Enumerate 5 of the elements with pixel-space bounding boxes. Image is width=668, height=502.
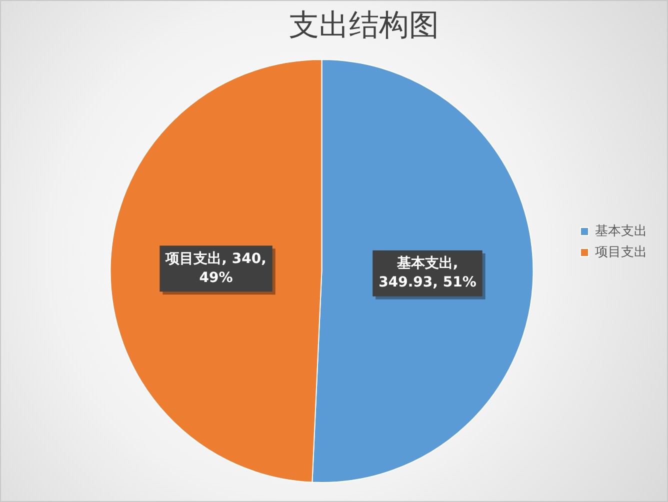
chart-title: 支出结构图 bbox=[289, 8, 439, 43]
legend-label: 基本支出 bbox=[595, 224, 647, 239]
data-label: 基本支出, 349.93, 51% bbox=[378, 256, 476, 291]
data-label: 项目支出, 340, 49% bbox=[164, 250, 266, 286]
legend-label: 项目支出 bbox=[595, 244, 647, 260]
